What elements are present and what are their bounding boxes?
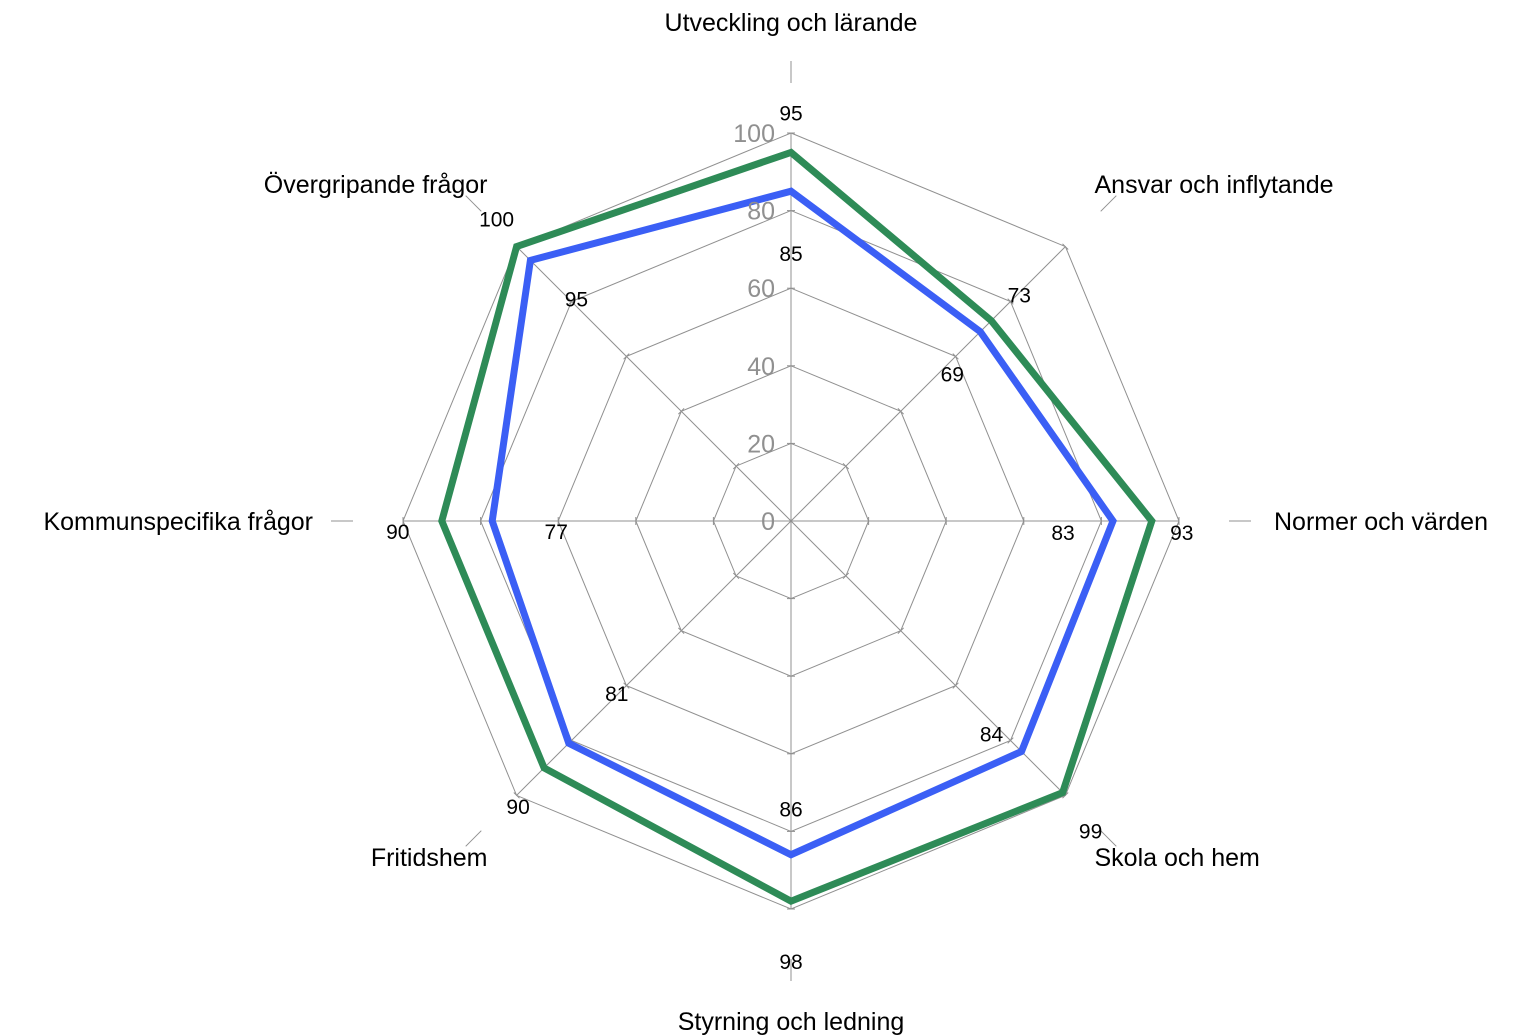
data-label-series-1: 83 bbox=[1051, 522, 1074, 545]
data-label-series-1: 85 bbox=[779, 243, 802, 266]
data-label-series-1: 77 bbox=[545, 521, 568, 544]
data-label-series-1: 69 bbox=[941, 364, 964, 387]
spoke-tick bbox=[897, 408, 904, 415]
spoke-tick bbox=[732, 572, 740, 580]
spoke-5 bbox=[516, 520, 792, 796]
spoke-tick bbox=[952, 682, 959, 689]
series-1-line bbox=[488, 187, 1117, 859]
spoke-1 bbox=[790, 246, 1066, 522]
spoke-tick bbox=[952, 353, 959, 360]
spoke-3 bbox=[790, 520, 1066, 796]
grid-layer bbox=[331, 61, 1251, 981]
spoke-tick bbox=[513, 792, 520, 799]
spoke-tick bbox=[1007, 737, 1014, 744]
data-label-series-0: 98 bbox=[779, 951, 802, 974]
category-label: Utveckling och lärande bbox=[665, 9, 918, 37]
radial-tick-label: 60 bbox=[747, 275, 775, 303]
radial-tick-label: 80 bbox=[747, 198, 775, 226]
label-leader-5 bbox=[465, 830, 482, 847]
data-label-series-0: 99 bbox=[1079, 821, 1102, 844]
data-label-series-0: 93 bbox=[1170, 522, 1193, 545]
spoke-tick bbox=[678, 627, 685, 634]
data-label-series-0: 73 bbox=[1008, 285, 1031, 308]
category-label: Fritidshem bbox=[371, 844, 488, 872]
spoke-tick bbox=[732, 462, 740, 470]
data-label-series-0: 95 bbox=[779, 102, 802, 125]
data-label-series-1: 95 bbox=[565, 288, 588, 311]
data-label-series-1: 81 bbox=[605, 683, 628, 706]
data-label-series-0: 100 bbox=[479, 209, 514, 232]
series-layer bbox=[438, 148, 1156, 906]
spoke-tick bbox=[897, 627, 904, 634]
spoke-tick bbox=[842, 572, 850, 580]
spoke-tick bbox=[568, 298, 575, 305]
data-label-series-0: 90 bbox=[386, 521, 409, 544]
category-label: Kommunspecifika frågor bbox=[43, 508, 313, 536]
spoke-tick bbox=[623, 682, 630, 689]
category-label: Ansvar och inflytande bbox=[1095, 171, 1334, 199]
category-label: Normer och värden bbox=[1274, 508, 1488, 536]
radial-tick-labels: 0 20 40 60 80 100 bbox=[733, 120, 775, 536]
category-label: Styrning och ledning bbox=[678, 1008, 905, 1036]
radial-tick-label: 0 bbox=[761, 508, 775, 536]
label-leader-1 bbox=[1100, 195, 1117, 212]
label-leader-7 bbox=[465, 195, 482, 212]
spoke-7 bbox=[516, 246, 792, 522]
radial-tick-label: 40 bbox=[747, 353, 775, 381]
spoke-tick bbox=[842, 462, 850, 470]
series-0-line bbox=[438, 148, 1156, 906]
spoke-tick bbox=[1007, 298, 1014, 305]
data-label-series-0: 90 bbox=[506, 796, 529, 819]
spoke-tick bbox=[623, 353, 630, 360]
data-label-series-1: 86 bbox=[779, 799, 802, 822]
data-labels: 95 73 93 99 98 90 90 100 85 69 83 84 86 81 77 95 bbox=[386, 102, 1193, 974]
category-label: Skola och hem bbox=[1095, 844, 1260, 872]
radial-tick-label: 100 bbox=[733, 120, 775, 148]
label-leader-3 bbox=[1100, 830, 1117, 847]
data-label-series-1: 84 bbox=[980, 724, 1004, 747]
spoke-tick bbox=[678, 408, 685, 415]
radial-tick-label: 20 bbox=[747, 430, 775, 458]
spoke-tick bbox=[1062, 243, 1069, 250]
spoke-tick bbox=[1062, 792, 1069, 799]
category-label: Övergripande frågor bbox=[264, 171, 488, 199]
category-labels: Utveckling och lärande Ansvar och inflyta… bbox=[43, 9, 1488, 1036]
